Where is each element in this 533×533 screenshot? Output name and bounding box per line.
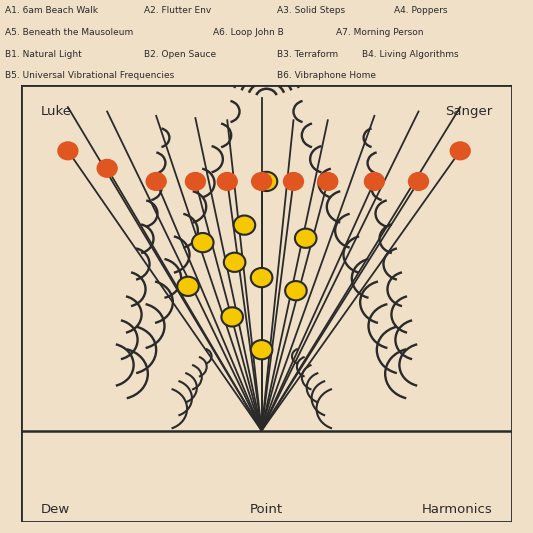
Text: B3. Terraform: B3. Terraform — [277, 50, 338, 59]
Text: A7. Morning Person: A7. Morning Person — [336, 28, 423, 37]
Circle shape — [295, 229, 317, 248]
Circle shape — [252, 173, 271, 190]
Circle shape — [221, 308, 243, 327]
Circle shape — [251, 340, 272, 359]
Text: Harmonics: Harmonics — [421, 503, 492, 516]
Circle shape — [365, 173, 384, 190]
Text: B2. Open Sauce: B2. Open Sauce — [144, 50, 216, 59]
Circle shape — [224, 253, 245, 272]
Text: Sanger: Sanger — [445, 105, 492, 118]
Circle shape — [217, 173, 237, 190]
Circle shape — [285, 281, 306, 300]
Text: B1. Natural Light: B1. Natural Light — [5, 50, 82, 59]
Circle shape — [318, 173, 337, 190]
Circle shape — [192, 233, 214, 252]
Circle shape — [147, 173, 166, 190]
Circle shape — [58, 142, 78, 159]
Circle shape — [98, 159, 117, 177]
Text: Luke: Luke — [41, 105, 72, 118]
Text: A2. Flutter Env: A2. Flutter Env — [144, 6, 211, 15]
Circle shape — [450, 142, 470, 159]
Circle shape — [251, 268, 272, 287]
Text: Dew: Dew — [41, 503, 70, 516]
Text: A4. Poppers: A4. Poppers — [394, 6, 448, 15]
Circle shape — [284, 173, 303, 190]
Circle shape — [233, 215, 255, 235]
Text: Point: Point — [250, 503, 283, 516]
Text: A5. Beneath the Mausoleum: A5. Beneath the Mausoleum — [5, 28, 134, 37]
Text: A6. Loop John B: A6. Loop John B — [213, 28, 284, 37]
Circle shape — [177, 277, 199, 296]
Text: B5. Universal Vibrational Frequencies: B5. Universal Vibrational Frequencies — [5, 71, 175, 80]
Circle shape — [409, 173, 429, 190]
Circle shape — [256, 172, 277, 191]
Text: B4. Living Algorithms: B4. Living Algorithms — [362, 50, 459, 59]
Circle shape — [185, 173, 205, 190]
Text: A3. Solid Steps: A3. Solid Steps — [277, 6, 345, 15]
Text: A1. 6am Beach Walk: A1. 6am Beach Walk — [5, 6, 98, 15]
Text: B6. Vibraphone Home: B6. Vibraphone Home — [277, 71, 376, 80]
